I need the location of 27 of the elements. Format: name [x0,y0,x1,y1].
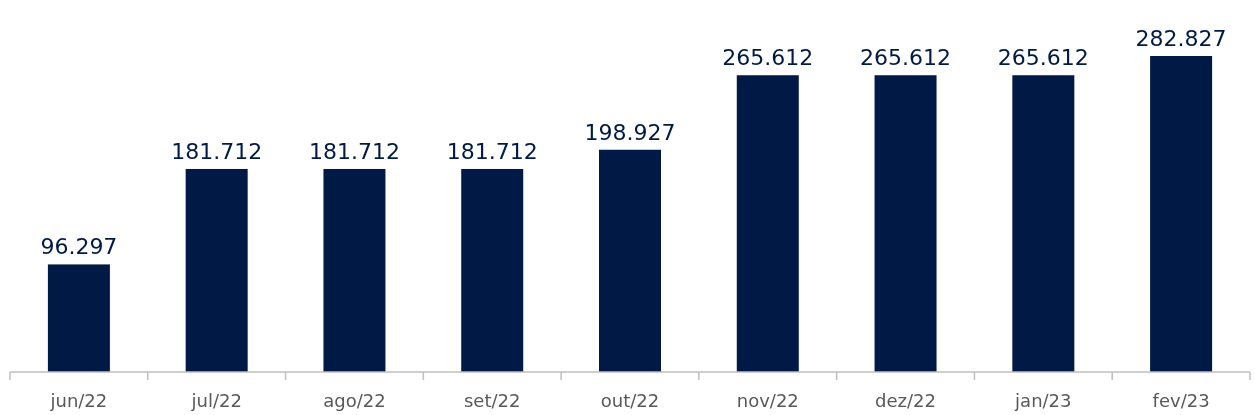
x-tick-label: ago/22 [323,390,386,411]
bar [185,168,248,372]
data-label: 282.827 [1135,26,1227,51]
x-tick-label: set/22 [463,390,521,411]
data-label: 181.712 [171,138,263,164]
data-label: 265.612 [860,45,952,71]
x-tick-label: nov/22 [736,390,799,411]
x-tick-label: jul/22 [190,390,242,411]
bar [323,168,386,372]
data-label: 181.712 [446,138,538,164]
bar [736,75,799,372]
x-tick-label: out/22 [600,390,660,411]
bar [1150,56,1213,372]
x-tick-label: jun/22 [49,390,108,411]
data-label: 181.712 [308,138,400,164]
data-label: 265.612 [997,45,1089,71]
data-label: 96.297 [40,234,118,260]
bar [47,264,110,372]
x-tick-label: fev/23 [1152,390,1210,411]
x-tick-label: dez/22 [875,390,937,411]
data-label: 265.612 [722,45,814,71]
bar [461,168,524,372]
x-tick-label: jan/23 [1014,390,1072,411]
bar [874,75,937,372]
data-label: 198.927 [584,119,676,145]
bar [1012,75,1075,372]
bar [599,149,661,372]
